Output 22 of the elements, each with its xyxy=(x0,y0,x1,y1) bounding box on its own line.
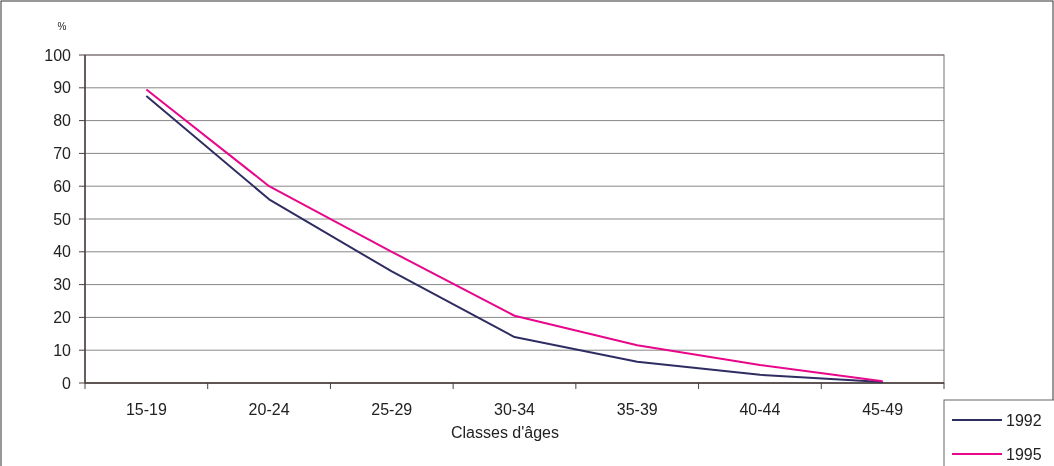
x-tick-label: 20-24 xyxy=(248,401,290,418)
y-tick-label: 90 xyxy=(53,79,72,97)
x-tick-label: 40-44 xyxy=(739,401,781,418)
y-tick-label: 60 xyxy=(53,177,72,195)
y-tick-label: 0 xyxy=(62,374,72,392)
x-tick-label: 45-49 xyxy=(862,401,904,418)
x-tick-label: 35-39 xyxy=(616,401,658,418)
y-axis-title: % xyxy=(57,21,67,32)
x-axis-title: Classes d'âges xyxy=(451,424,559,441)
y-tick-label: 20 xyxy=(53,309,72,326)
y-tick-label: 40 xyxy=(53,243,72,261)
y-tick-label: 10 xyxy=(53,341,72,359)
y-tick-label: 80 xyxy=(53,112,72,130)
y-tick-label: 50 xyxy=(53,210,72,228)
y-tick-label: 30 xyxy=(53,276,72,294)
x-tick-label: 25-29 xyxy=(371,401,413,418)
y-tick-label: 100 xyxy=(44,46,72,64)
x-tick-label: 15-19 xyxy=(125,401,167,418)
legend-label: 1995 xyxy=(1006,445,1042,463)
legend-label: 1992 xyxy=(1006,411,1042,429)
x-tick-label: 30-34 xyxy=(494,401,536,418)
y-tick-label: 70 xyxy=(53,145,72,162)
